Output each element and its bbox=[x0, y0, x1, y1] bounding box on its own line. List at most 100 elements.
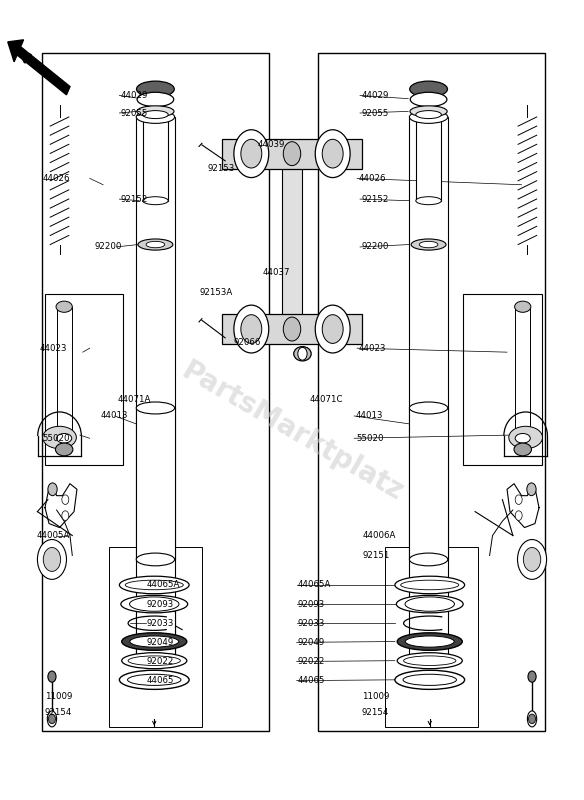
Text: 92022: 92022 bbox=[147, 657, 174, 666]
Bar bbox=[416, 114, 442, 201]
Text: 92154: 92154 bbox=[45, 708, 72, 717]
Ellipse shape bbox=[138, 239, 173, 250]
Text: 92152: 92152 bbox=[361, 194, 389, 204]
Bar bbox=[223, 138, 361, 169]
Circle shape bbox=[62, 495, 69, 505]
Ellipse shape bbox=[409, 402, 448, 414]
Bar bbox=[318, 54, 545, 731]
Bar bbox=[109, 547, 202, 727]
Ellipse shape bbox=[405, 636, 454, 647]
Circle shape bbox=[529, 714, 536, 724]
Ellipse shape bbox=[136, 110, 175, 123]
Ellipse shape bbox=[397, 595, 463, 613]
Text: 11009: 11009 bbox=[45, 692, 72, 701]
Text: 44039: 44039 bbox=[257, 140, 284, 150]
Text: 92152: 92152 bbox=[120, 194, 148, 204]
Ellipse shape bbox=[136, 402, 175, 414]
Circle shape bbox=[528, 671, 536, 682]
Text: 55020: 55020 bbox=[42, 434, 69, 442]
Ellipse shape bbox=[142, 197, 168, 205]
Bar bbox=[45, 294, 123, 466]
Ellipse shape bbox=[403, 674, 457, 686]
Circle shape bbox=[315, 130, 350, 178]
Bar bbox=[57, 306, 72, 440]
Circle shape bbox=[298, 347, 307, 360]
Text: 92093: 92093 bbox=[147, 599, 174, 609]
Bar bbox=[409, 117, 448, 559]
Ellipse shape bbox=[128, 656, 180, 666]
Circle shape bbox=[48, 483, 57, 496]
Text: 44065A: 44065A bbox=[147, 581, 180, 590]
Circle shape bbox=[322, 314, 343, 343]
Circle shape bbox=[43, 547, 61, 571]
Circle shape bbox=[241, 139, 262, 168]
Ellipse shape bbox=[416, 197, 442, 205]
Bar bbox=[223, 314, 361, 344]
Circle shape bbox=[234, 305, 269, 353]
Circle shape bbox=[283, 142, 301, 166]
Text: 92055: 92055 bbox=[120, 109, 148, 118]
Circle shape bbox=[515, 511, 522, 520]
Text: 92049: 92049 bbox=[147, 638, 174, 647]
Ellipse shape bbox=[395, 670, 465, 690]
Bar bbox=[142, 114, 168, 201]
Bar bbox=[136, 117, 175, 559]
Text: 92153: 92153 bbox=[208, 164, 235, 174]
Circle shape bbox=[527, 483, 536, 496]
Text: 92153A: 92153A bbox=[199, 288, 232, 297]
Circle shape bbox=[62, 511, 69, 520]
Text: 44071C: 44071C bbox=[310, 395, 343, 405]
Ellipse shape bbox=[56, 301, 72, 312]
Ellipse shape bbox=[137, 106, 174, 117]
Text: 44013: 44013 bbox=[356, 411, 384, 421]
Text: 55020: 55020 bbox=[356, 434, 384, 442]
Ellipse shape bbox=[515, 301, 531, 312]
Circle shape bbox=[515, 495, 522, 505]
Circle shape bbox=[283, 317, 301, 341]
Text: 92066: 92066 bbox=[234, 338, 261, 347]
Text: 92022: 92022 bbox=[298, 657, 325, 666]
Ellipse shape bbox=[43, 426, 77, 449]
Circle shape bbox=[37, 539, 67, 579]
Text: 44071A: 44071A bbox=[117, 395, 151, 405]
Bar bbox=[385, 547, 478, 727]
Ellipse shape bbox=[119, 576, 189, 594]
Bar bbox=[42, 54, 269, 731]
Text: 44029: 44029 bbox=[120, 91, 148, 100]
Ellipse shape bbox=[397, 633, 463, 650]
Circle shape bbox=[315, 305, 350, 353]
Bar bbox=[136, 611, 175, 659]
Text: 44037: 44037 bbox=[263, 268, 290, 277]
Ellipse shape bbox=[121, 595, 187, 613]
Text: 92093: 92093 bbox=[298, 599, 325, 609]
Circle shape bbox=[322, 139, 343, 168]
Ellipse shape bbox=[410, 106, 447, 117]
Text: PartsMarktplatz: PartsMarktplatz bbox=[176, 357, 408, 507]
Bar bbox=[464, 294, 542, 466]
Bar bbox=[409, 408, 448, 659]
Ellipse shape bbox=[146, 242, 165, 248]
Ellipse shape bbox=[416, 110, 442, 118]
Text: 44023: 44023 bbox=[359, 344, 387, 353]
Ellipse shape bbox=[119, 670, 189, 690]
Ellipse shape bbox=[55, 443, 73, 456]
Ellipse shape bbox=[405, 597, 454, 611]
Text: 44026: 44026 bbox=[42, 174, 69, 183]
Text: 44005A: 44005A bbox=[36, 531, 69, 540]
Text: 92055: 92055 bbox=[361, 109, 389, 118]
Ellipse shape bbox=[404, 656, 456, 666]
Ellipse shape bbox=[409, 653, 448, 665]
Ellipse shape bbox=[121, 633, 187, 650]
Circle shape bbox=[523, 547, 541, 571]
Ellipse shape bbox=[527, 711, 537, 727]
Text: 44065: 44065 bbox=[298, 676, 325, 685]
Ellipse shape bbox=[136, 653, 175, 665]
Circle shape bbox=[517, 539, 547, 579]
Ellipse shape bbox=[137, 81, 174, 97]
Bar bbox=[281, 167, 303, 320]
Ellipse shape bbox=[127, 674, 181, 686]
Ellipse shape bbox=[142, 110, 168, 118]
FancyArrow shape bbox=[8, 40, 70, 95]
Ellipse shape bbox=[514, 443, 531, 456]
Text: 44013: 44013 bbox=[100, 411, 128, 421]
